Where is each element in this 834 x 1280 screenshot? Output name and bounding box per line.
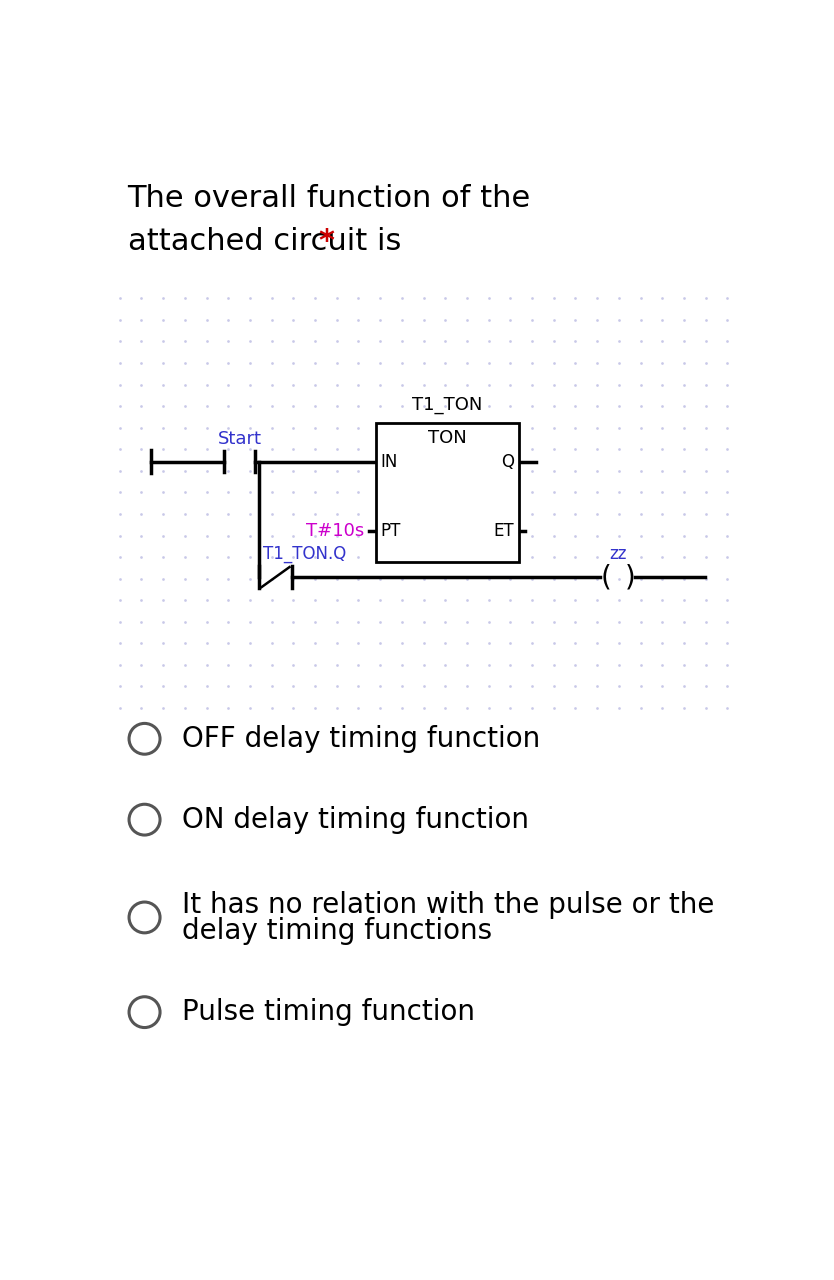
- Text: (: (: [600, 563, 611, 591]
- Text: attached circuit is: attached circuit is: [128, 227, 410, 256]
- Text: *: *: [318, 227, 334, 256]
- Text: OFF delay timing function: OFF delay timing function: [182, 724, 540, 753]
- Text: It has no relation with the pulse or the: It has no relation with the pulse or the: [182, 891, 714, 919]
- Text: Pulse timing function: Pulse timing function: [182, 998, 475, 1027]
- Text: T1_TON.Q: T1_TON.Q: [263, 545, 346, 563]
- Text: delay timing functions: delay timing functions: [182, 916, 492, 945]
- Text: ): ): [625, 563, 636, 591]
- Text: TON: TON: [428, 429, 466, 447]
- Text: T1_TON: T1_TON: [412, 396, 482, 413]
- Circle shape: [129, 997, 160, 1028]
- Circle shape: [129, 902, 160, 933]
- Circle shape: [129, 804, 160, 835]
- Text: The overall function of the: The overall function of the: [128, 184, 530, 214]
- Text: IN: IN: [380, 453, 398, 471]
- Text: T#10s: T#10s: [305, 522, 364, 540]
- Text: ET: ET: [494, 522, 515, 540]
- Text: zz: zz: [609, 545, 626, 563]
- Text: Q: Q: [501, 453, 515, 471]
- Text: ON delay timing function: ON delay timing function: [182, 805, 529, 833]
- Text: Start: Start: [218, 430, 262, 448]
- Text: PT: PT: [380, 522, 400, 540]
- Bar: [375, 424, 519, 562]
- Circle shape: [129, 723, 160, 754]
